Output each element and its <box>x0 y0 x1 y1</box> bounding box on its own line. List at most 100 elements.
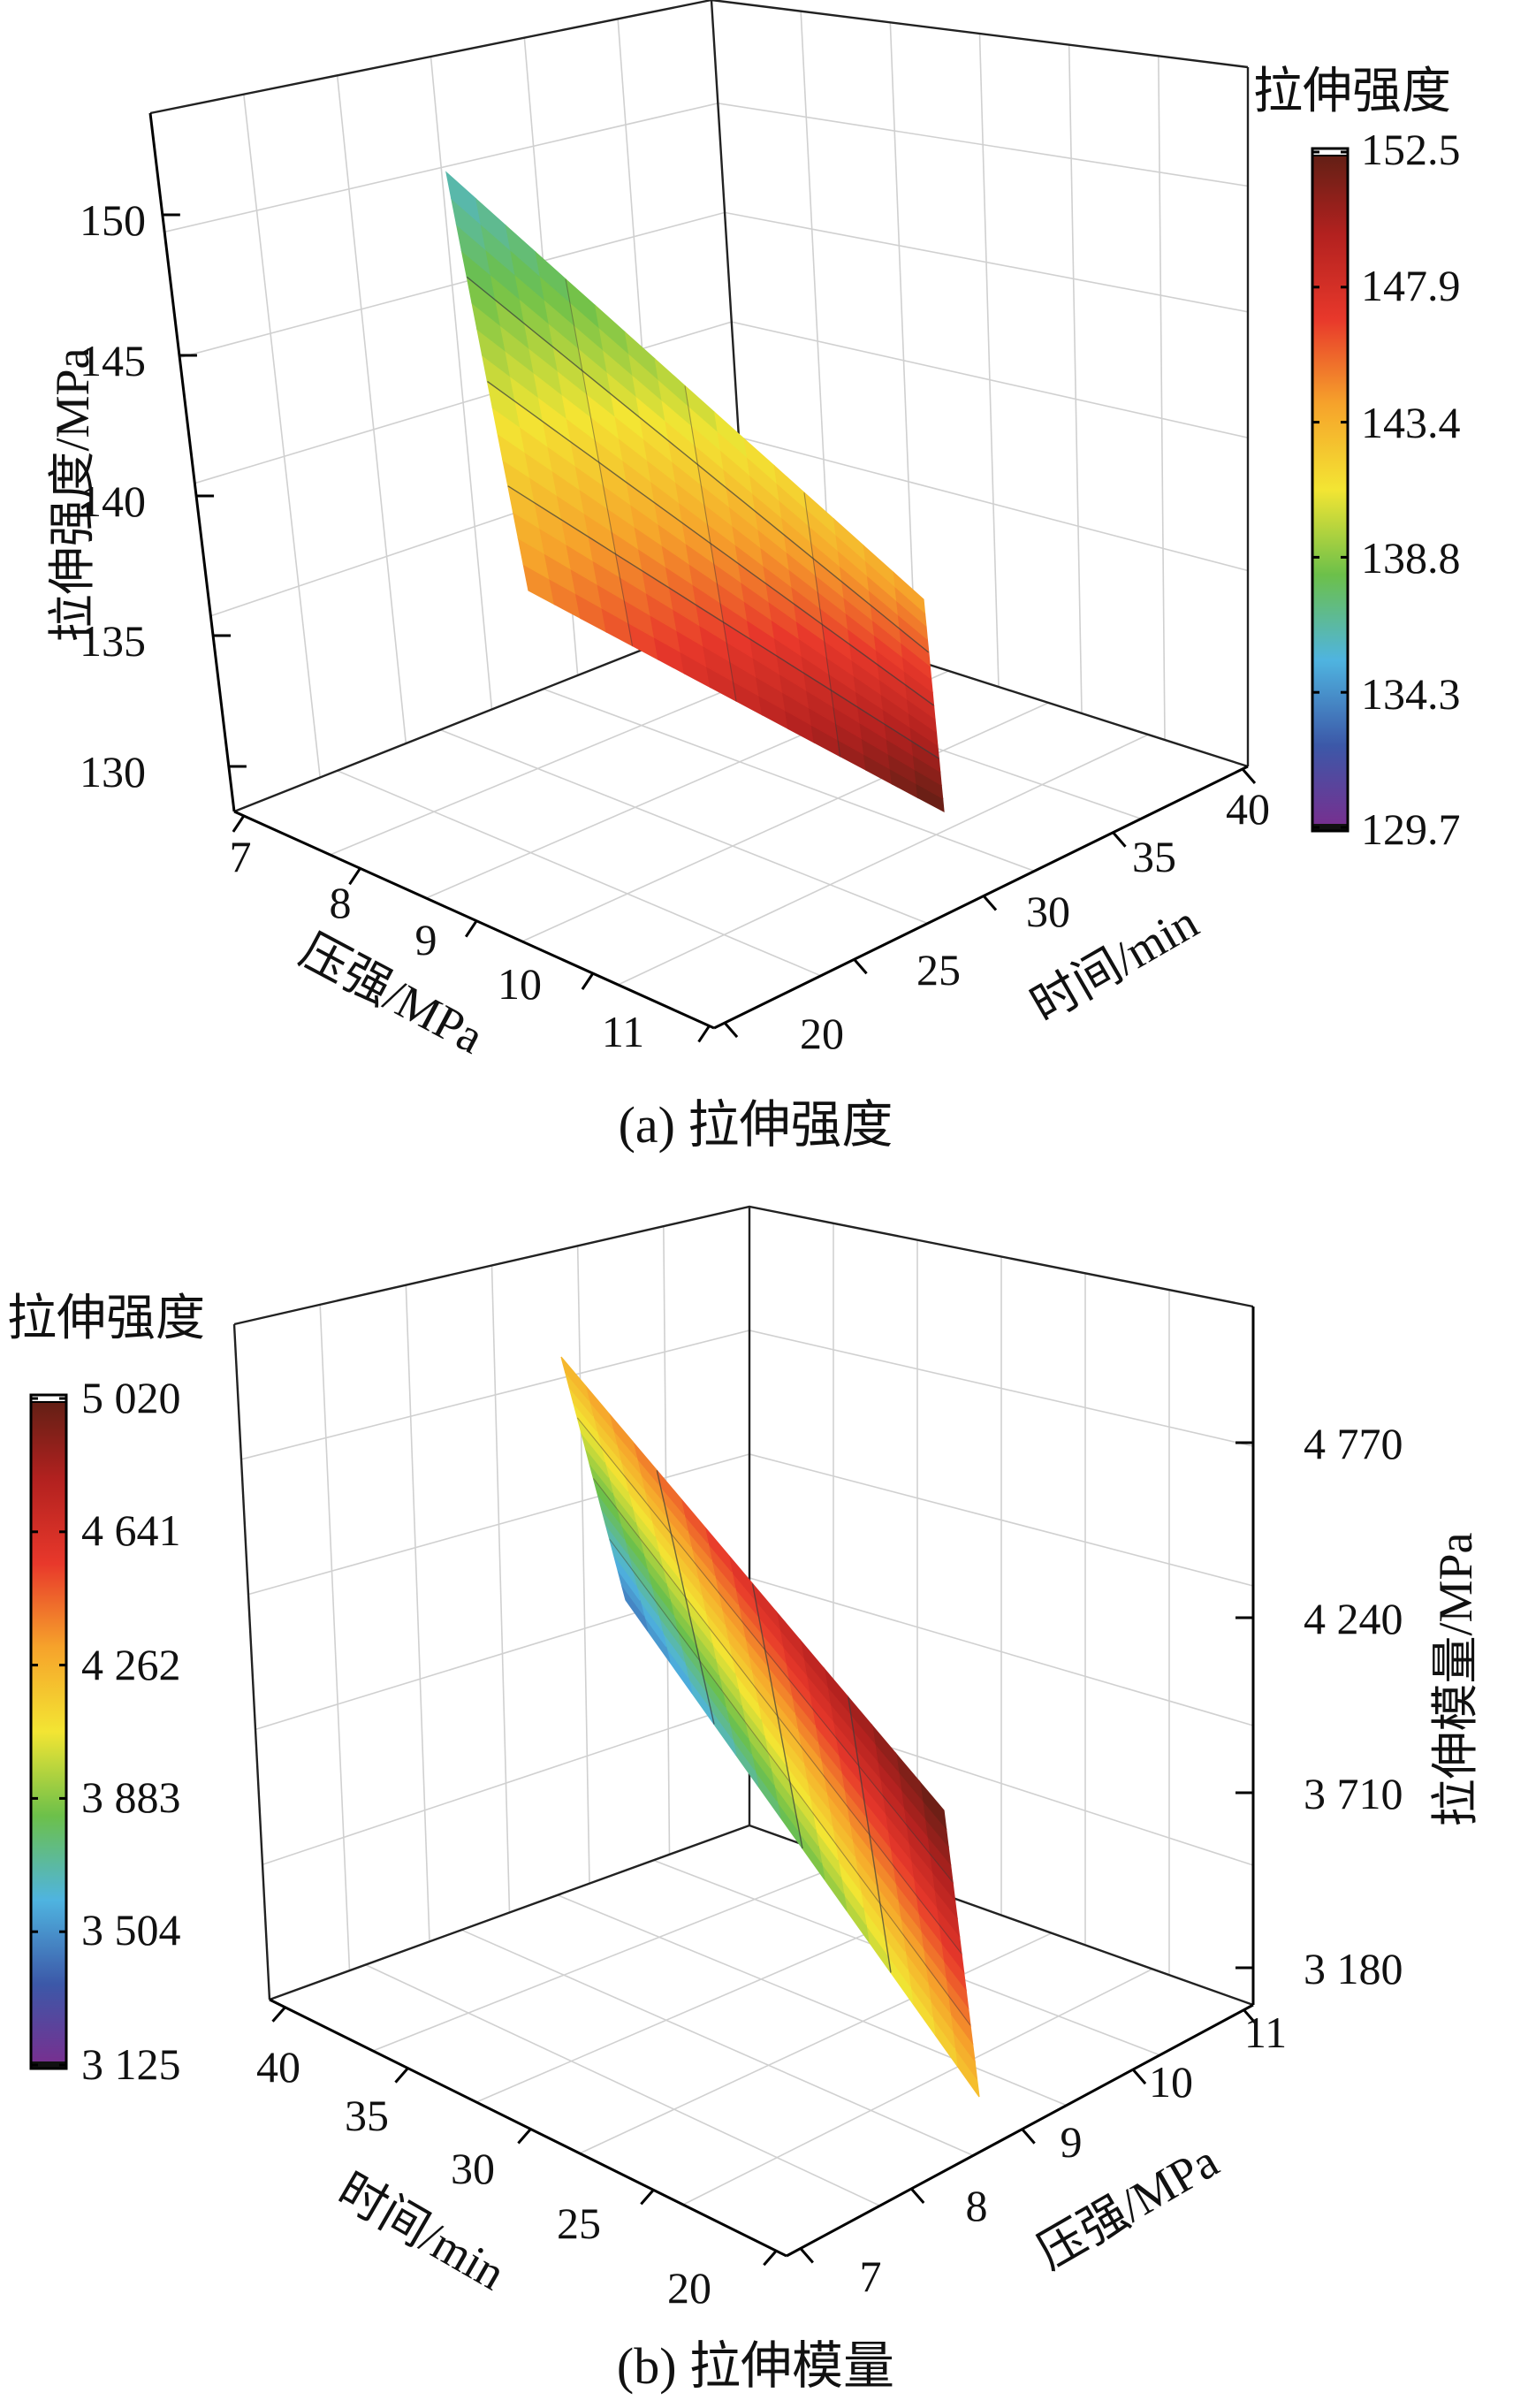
panel-a-z-axis <box>148 112 236 812</box>
panel-a-colorbar-label-3: 138.8 <box>1361 533 1461 583</box>
panel-b-gridline <box>579 1932 1053 2154</box>
panel-a-gridline <box>618 734 1149 986</box>
panel-a-gridline <box>521 702 1049 942</box>
panel-a-surface-cell <box>893 571 926 614</box>
panel-a-colorbar-label-5: 129.7 <box>1361 804 1461 854</box>
panel-a-x-tick-10: 10 <box>498 959 542 1009</box>
panel-a-y-tick-mark <box>853 958 868 975</box>
panel-a-y-tick-20: 20 <box>800 1009 844 1058</box>
panel-b-x-tick-7: 7 <box>860 2252 882 2301</box>
panel-a-gridline <box>439 728 928 925</box>
panel-a-tensile-strength-chart: 150 145 140 135 130 7 8 9 10 11 20 25 30… <box>46 0 1461 1154</box>
panel-b-colorbar-frame <box>29 1393 68 2070</box>
panel-b-z-tick-3710: 3 710 <box>1304 1769 1403 1818</box>
panel-a-z-axis-label: 拉伸强度/MPa <box>46 347 99 642</box>
panel-b-gridline <box>557 1894 1068 2107</box>
panel-b-y-tick-25: 25 <box>557 2198 601 2248</box>
panel-b-x-tick-11: 11 <box>1244 2008 1287 2057</box>
panel-b-colorbar-label-2: 4 262 <box>81 1640 181 1689</box>
panel-b-colorbar-ticks <box>31 1397 66 2067</box>
panel-b-x-tick-9: 9 <box>1061 2117 1083 2167</box>
panel-a-x-tick-mark <box>697 1025 711 1043</box>
panel-b-colorbar <box>31 1395 66 2069</box>
panel-a-gridline <box>543 688 1035 873</box>
panel-a-x-axis-label: 压强/MPa <box>292 924 492 1064</box>
panel-a-colorbar-title: 拉伸强度 <box>1253 65 1451 119</box>
panel-a-x-tick-7: 7 <box>230 832 252 881</box>
panel-a-y-tick-30: 30 <box>1026 887 1070 936</box>
panel-a-x-tick-8: 8 <box>330 878 352 927</box>
panel-b-surface-cell <box>560 1356 590 1401</box>
panel-a-colorbar-ticks <box>1312 150 1348 829</box>
panel-a-gridline <box>179 211 1249 359</box>
panel-b-gridline <box>460 1929 974 2157</box>
panel-b-z-tick-4770: 4 770 <box>1304 1419 1403 1468</box>
panel-a-gridline <box>978 33 1000 688</box>
panel-b-axes <box>269 1307 1258 2267</box>
panel-a-contour-line <box>466 276 930 653</box>
panel-b-contour-line <box>656 1470 715 1725</box>
panel-b-x-tick-mark <box>1243 2008 1258 2025</box>
panel-b-gridline <box>372 1860 851 2052</box>
panel-a-y-tick-mark <box>723 1022 739 1039</box>
panel-b-gridline <box>319 1304 351 1971</box>
panel-b-y-tick-mark <box>394 2067 409 2084</box>
panel-b-colorbar-label-3: 3 883 <box>81 1772 181 1822</box>
panel-b-x-tick-mark <box>1131 2069 1147 2085</box>
panel-b-contour-line <box>609 1538 971 2026</box>
panel-a-z-tick-140: 140 <box>80 476 146 526</box>
panel-a-y-tick-mark <box>1241 767 1257 784</box>
panel-a-gridline <box>889 22 916 661</box>
panel-b-colorbar-title: 拉伸强度 <box>7 1292 205 1346</box>
panel-a-contour-line <box>507 485 939 759</box>
panel-b-y-tick-mark <box>271 2006 286 2023</box>
panel-b-gridline <box>365 1963 880 2206</box>
panel-b-x-tick-8: 8 <box>966 2181 988 2230</box>
panel-a-y-tick-25: 25 <box>916 945 961 994</box>
panel-a-gridline <box>243 94 321 778</box>
panel-b-colorbar-label-0: 5 020 <box>81 1373 181 1422</box>
panel-a-colorbar-label-2: 143.4 <box>1361 398 1461 447</box>
panel-b-box-top-edge <box>233 1205 1254 1326</box>
panel-b-gridline <box>405 1284 430 1942</box>
panel-a-z-tick-145: 145 <box>80 336 146 385</box>
panel-b-x-axis-label: 压强/MPa <box>1029 2134 1228 2279</box>
panel-b-contour-line <box>751 1583 803 1849</box>
panel-b-colorbar-bottom-cap <box>31 2061 66 2069</box>
panel-a-y-tick-40: 40 <box>1226 784 1270 834</box>
panel-a-z-tick-135: 135 <box>80 616 146 666</box>
panel-a-x-tick-9: 9 <box>415 915 437 964</box>
panel-a-colorbar-frame <box>1311 147 1350 833</box>
panel-a-contour-line <box>487 380 934 706</box>
panel-b-x-tick-mark <box>1021 2128 1036 2145</box>
panel-b-gridline <box>490 1265 511 1913</box>
panel-a-x-tick-mark <box>581 972 595 990</box>
panel-b-contour-line <box>848 1696 892 1973</box>
panel-b-box-left-edge <box>232 1323 271 2000</box>
panel-a-axes <box>148 112 1257 1043</box>
panel-b-x-tick-mark <box>910 2188 925 2205</box>
panel-b-y-tick-40: 40 <box>256 2042 300 2092</box>
panel-a-gridline <box>1068 44 1083 714</box>
panel-b-caption: (b) 拉伸模量 <box>617 2337 894 2395</box>
panel-a-contour-line <box>803 492 841 757</box>
panel-b-z-tick-4240: 4 240 <box>1304 1594 1403 1643</box>
panel-b-y-axis <box>269 1998 787 2258</box>
panel-a-colorbar <box>1312 149 1348 831</box>
panel-a-y-axis <box>713 765 1249 1030</box>
panel-a-contour-line <box>684 385 737 702</box>
panel-a-y-tick-mark <box>1112 831 1127 848</box>
panel-a-gridline <box>1158 56 1166 741</box>
panel-b-colorbar-label-4: 3 504 <box>81 1905 181 1955</box>
panel-b-y-tick-mark <box>640 2189 655 2206</box>
panel-a-x-tick-mark <box>232 815 246 833</box>
panel-b-gridline <box>247 1453 1254 1596</box>
panel-b-y-tick-mark <box>517 2128 532 2145</box>
panel-b-z-tick-3180: 3 180 <box>1304 1944 1403 1993</box>
panel-b-contour-line <box>593 1478 962 1955</box>
panel-a-x-tick-11: 11 <box>602 1007 644 1056</box>
panel-b-y-tick-20: 20 <box>667 2263 711 2313</box>
panel-b-contour-line <box>576 1417 954 1883</box>
panel-b-colorbar-label-1: 4 641 <box>81 1505 181 1555</box>
panel-a-colorbar-bottom-cap <box>1312 824 1348 831</box>
